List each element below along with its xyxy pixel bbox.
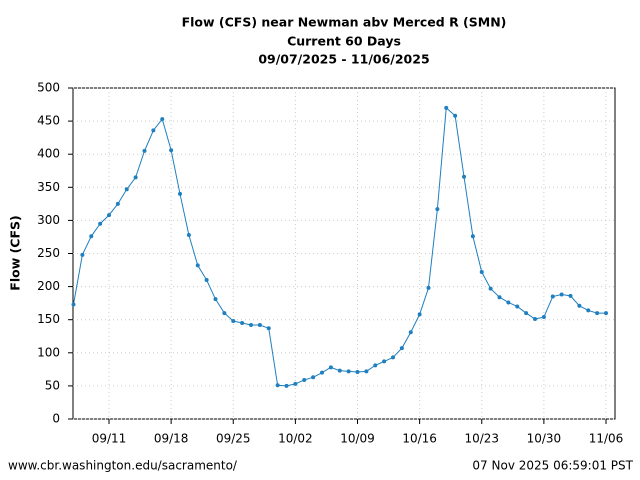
data-point [533, 317, 537, 322]
y-tick-label: 100 [37, 345, 60, 359]
x-tick-label: 10/23 [464, 432, 499, 446]
data-point [550, 294, 555, 299]
data-point [346, 369, 351, 374]
chart-subtitle: Current 60 Days [287, 34, 401, 49]
x-tick-label: 10/09 [340, 432, 375, 446]
data-point [107, 213, 111, 218]
data-point [462, 174, 466, 179]
y-tick-label: 200 [37, 279, 60, 293]
data-point [355, 369, 360, 374]
data-point [506, 300, 511, 305]
data-point [178, 191, 182, 196]
data-point [586, 308, 591, 313]
data-point [160, 117, 165, 122]
data-point [470, 234, 475, 239]
data-point [408, 330, 413, 335]
data-point [169, 148, 174, 153]
x-tick-label: 09/18 [154, 432, 189, 446]
data-point [257, 322, 262, 327]
x-tick-label: 09/25 [216, 432, 251, 446]
x-tick-label: 10/02 [278, 432, 313, 446]
data-point [302, 377, 307, 382]
data-point [142, 148, 147, 153]
data-point [595, 311, 600, 316]
data-point [604, 311, 608, 316]
chart-title: Flow (CFS) near Newman abv Merced R (SMN… [182, 15, 507, 30]
data-point [364, 369, 369, 374]
y-tick-label: 450 [37, 114, 60, 128]
source: www.cbr.washington.edu/sacramento/ [8, 459, 238, 473]
data-point [435, 207, 440, 212]
y-tick-label: 250 [37, 246, 60, 260]
data-point [453, 113, 458, 118]
y-tick-label: 50 [45, 378, 60, 392]
data-point [444, 105, 449, 110]
data-point [151, 128, 156, 133]
data-point [231, 319, 236, 324]
data-point [133, 175, 138, 180]
x-tick-label: 10/16 [402, 432, 437, 446]
data-point [293, 381, 298, 386]
series-line [73, 106, 606, 387]
y-axis-label: Flow (CFS) [8, 215, 23, 290]
y-tick-label: 300 [37, 213, 60, 227]
data-point [399, 346, 404, 351]
data-point [426, 285, 431, 290]
y-tick-label: 0 [52, 412, 60, 426]
data-point [98, 221, 103, 226]
data-point [568, 293, 573, 298]
data-point [71, 302, 76, 307]
data-point [479, 270, 484, 275]
y-tick-label: 500 [37, 81, 60, 95]
data-point [577, 303, 582, 308]
data-point [417, 312, 422, 317]
data-point [328, 365, 333, 370]
data-point [124, 187, 129, 192]
date-range: 09/07/2025 - 11/06/2025 [258, 52, 429, 67]
x-tick-label: 11/06 [589, 432, 624, 446]
data-point [311, 375, 316, 380]
x-tick-label: 10/30 [527, 432, 562, 446]
y-tick-label: 350 [37, 180, 60, 194]
data-point [204, 277, 209, 282]
data-point [195, 263, 200, 268]
y-tick-label: 400 [37, 147, 60, 161]
y-tick-label: 150 [37, 312, 60, 326]
data-point [337, 368, 342, 373]
data-point [213, 297, 218, 302]
data-point [222, 311, 227, 316]
data-point [266, 326, 271, 331]
data-point [249, 322, 253, 327]
data-point [382, 359, 387, 364]
data-point [515, 304, 520, 309]
x-tick-label: 09/11 [92, 432, 127, 446]
data-point [320, 370, 324, 375]
data-point [524, 311, 529, 316]
data-point [186, 232, 191, 237]
data-point [391, 355, 395, 360]
data-point [541, 315, 546, 320]
data-point [89, 234, 94, 239]
data-point [240, 321, 245, 326]
data-point [497, 295, 502, 300]
timestamp: 07 Nov 2025 06:59:01 PST [472, 459, 633, 473]
data-point [275, 383, 280, 388]
data-point [80, 252, 85, 257]
data-point [284, 383, 289, 388]
data-point [488, 286, 493, 291]
data-point [373, 363, 378, 368]
data-point [559, 292, 564, 297]
data-point [115, 201, 120, 206]
